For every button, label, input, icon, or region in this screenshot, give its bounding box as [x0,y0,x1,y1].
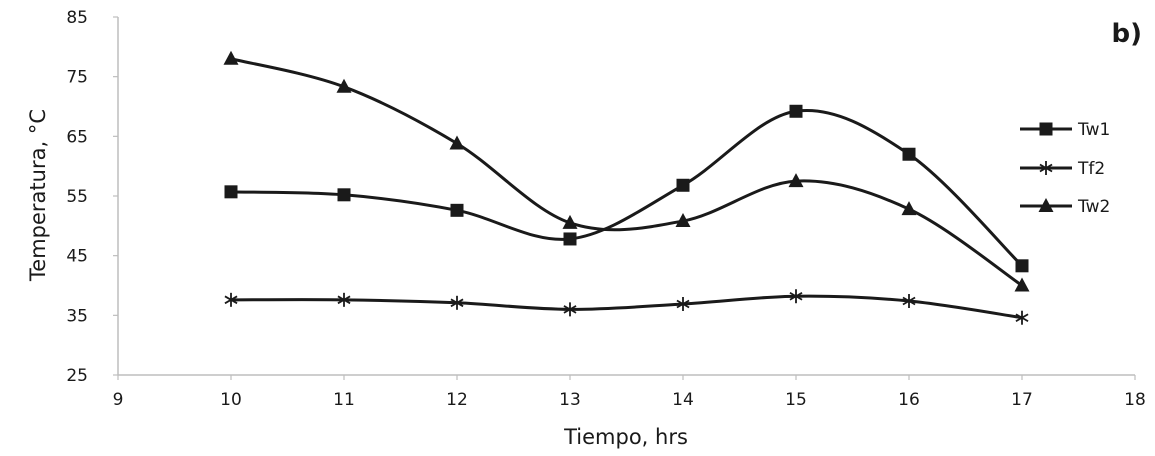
data-point-tw1 [902,147,916,161]
legend-marker-tw2 [1038,198,1054,212]
data-point-tw2 [336,78,352,93]
panel-label: b) [1112,19,1143,49]
data-point-tf2 [676,296,690,311]
data-point-tw1 [337,188,351,202]
series-line-tf2 [230,294,1023,320]
x-tick-label: 16 [898,390,920,410]
x-tick-label: 17 [1011,390,1033,410]
data-point-tf2 [789,289,803,304]
data-point-tw1 [563,232,577,246]
legend: Tw1 Tf2 Tw2 [1020,120,1110,217]
legend-item-tf2: Tf2 [1020,159,1105,179]
data-point-tf2 [224,292,238,307]
x-tick-label: 15 [785,390,807,410]
x-tick-label: 12 [446,390,468,410]
data-point-tw2 [562,214,578,229]
legend-label-tw2: Tw2 [1077,197,1110,217]
data-point-tf2 [902,294,916,309]
data-point-tw2 [901,201,917,216]
x-axis-title: Tiempo, hrs [563,425,688,449]
y-tick-label: 25 [66,366,88,386]
data-point-tw2 [449,135,465,150]
data-point-tw1 [789,104,803,118]
data-point-tw2 [788,173,804,188]
x-tick-label: 14 [672,390,694,410]
legend-item-tw1: Tw1 [1020,120,1110,140]
data-point-tw2 [223,50,239,65]
data-point-tw1 [224,185,238,199]
y-tick-label: 45 [66,247,88,267]
series-tf2 [224,289,1029,325]
data-point-tw2 [1014,277,1030,292]
y-tick-labels: 25 35 45 55 65 75 85 [66,8,118,386]
axes [117,17,1135,376]
y-tick-label: 35 [66,306,88,326]
legend-item-tw2: Tw2 [1020,197,1110,217]
series-layer [223,50,1030,325]
y-tick-label: 55 [66,187,88,207]
data-point-tw1 [450,203,464,217]
legend-marker-tf2 [1039,161,1053,175]
series-tw2 [223,50,1030,292]
x-tick-label: 18 [1124,390,1146,410]
series-tw1 [224,104,1029,273]
data-point-tw2 [675,213,691,228]
data-point-tf2 [563,302,577,317]
legend-label-tf2: Tf2 [1077,159,1105,179]
x-tick-label: 10 [220,390,242,410]
y-axis-title: Temperatura, °C [26,109,50,282]
legend-label-tw1: Tw1 [1077,120,1110,140]
x-tick-label: 11 [333,390,355,410]
data-point-tw1 [676,178,690,192]
legend-marker-tw1 [1039,122,1053,136]
series-line-tw1 [230,109,1024,267]
data-point-tf2 [450,295,464,310]
x-tick-label: 13 [559,390,581,410]
data-point-tf2 [1015,310,1029,325]
y-tick-label: 85 [66,8,88,28]
y-tick-label: 75 [66,68,88,88]
x-tick-labels: 9 10 11 12 13 14 15 16 17 18 [113,375,1146,410]
data-point-tf2 [337,292,351,307]
x-tick-label: 9 [113,390,124,410]
y-tick-label: 65 [66,127,88,147]
series-line-tw2 [230,57,1023,287]
data-point-tw1 [1015,259,1029,273]
